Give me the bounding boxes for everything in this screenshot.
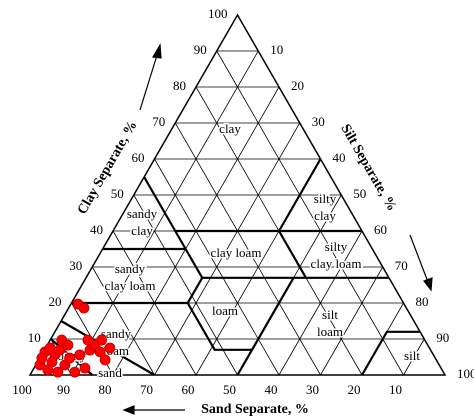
sand-tick-label: 100 [12, 382, 32, 397]
grid-line [174, 122, 321, 376]
data-point [62, 339, 74, 351]
silt-tick-label: 100 [457, 366, 474, 381]
class-label: clay loam [311, 256, 362, 271]
sand-tick-label: 50 [223, 382, 236, 397]
grid-line [216, 50, 404, 376]
sand-tick-label: 70 [140, 382, 153, 397]
silt-tick-label: 70 [395, 258, 408, 273]
silt-tick-label: 10 [270, 42, 283, 57]
grid-line [133, 194, 238, 376]
grid-line [320, 266, 384, 376]
class-boundary [278, 230, 307, 279]
clay-arrow-head [152, 43, 162, 59]
sand-tick-label: 90 [57, 382, 70, 397]
class-boundary [236, 277, 295, 376]
clay-tick-label: 80 [173, 78, 186, 93]
class-label: silty [325, 239, 348, 254]
data-point [69, 366, 81, 378]
axis-arrows [122, 43, 433, 415]
sand-tick-label: 80 [99, 382, 112, 397]
class-label: clay [219, 121, 241, 136]
clay-tick-label: 90 [194, 42, 207, 57]
data-point [78, 302, 90, 314]
silt-tick-label: 90 [436, 330, 449, 345]
silt-arrow-head [423, 277, 433, 292]
class-label: silt [404, 348, 420, 363]
data-point [36, 352, 48, 364]
class-boundary [361, 330, 421, 376]
silt-tick-label: 60 [374, 222, 387, 237]
silt-tick-label: 30 [312, 114, 325, 129]
data-point [46, 356, 58, 368]
sand-tick-label: 40 [265, 382, 278, 397]
sand-tick-label: 20 [348, 382, 361, 397]
clay-tick-label: 100 [208, 6, 228, 21]
sand-tick-label: 60 [182, 382, 195, 397]
data-point [74, 349, 86, 361]
grid-line [403, 338, 425, 376]
clay-axis-title: Clay Separate, % [75, 118, 141, 217]
data-point [52, 366, 64, 378]
silt-arrow [409, 234, 429, 283]
grid-line [154, 122, 301, 376]
class-label: sandy [127, 206, 158, 221]
clay-tick-label: 40 [90, 222, 103, 237]
sand-tick-label: 30 [306, 382, 319, 397]
class-boundary [186, 277, 204, 304]
class-label: sand [98, 365, 122, 380]
class-label: clay loam [105, 278, 156, 293]
clay-tick-label: 20 [49, 294, 62, 309]
data-point [96, 334, 107, 346]
clay-tick-label: 70 [152, 114, 165, 129]
sand-tick-label: 10 [389, 382, 402, 397]
data-point [64, 352, 76, 364]
sand-arrow-head [122, 405, 135, 415]
silt-tick-label: 50 [353, 186, 366, 201]
data-point [54, 344, 66, 356]
class-boundary [278, 158, 322, 232]
class-label: sandy [115, 261, 146, 276]
class-label: loam [317, 324, 343, 339]
class-label: silty [314, 191, 337, 206]
clay-tick-label: 10 [28, 330, 41, 345]
clay-tick-label: 50 [111, 186, 124, 201]
clay-tick-label: 60 [132, 150, 145, 165]
sand-axis-title: Sand Separate, % [201, 402, 309, 417]
class-label: clay [131, 223, 153, 238]
silt-tick-label: 20 [291, 78, 304, 93]
class-label: silt [322, 307, 338, 322]
class-boundary [143, 176, 204, 279]
data-point [82, 334, 94, 346]
silt-axis-title: Silt Separate, % [337, 122, 399, 214]
class-boundary [186, 302, 253, 351]
clay-tick-label: 30 [69, 258, 82, 273]
class-label: clay loam [211, 245, 262, 260]
clay-arrow [139, 51, 159, 111]
data-point [79, 362, 91, 374]
class-label: loam [212, 303, 238, 318]
data-point [104, 342, 116, 354]
grid-line [91, 266, 155, 376]
data-point [99, 354, 111, 366]
silt-tick-label: 40 [333, 150, 346, 165]
data-point [94, 346, 106, 358]
class-label: clay [314, 208, 336, 223]
class-label: sandy [101, 326, 132, 341]
silt-tick-label: 80 [416, 294, 429, 309]
